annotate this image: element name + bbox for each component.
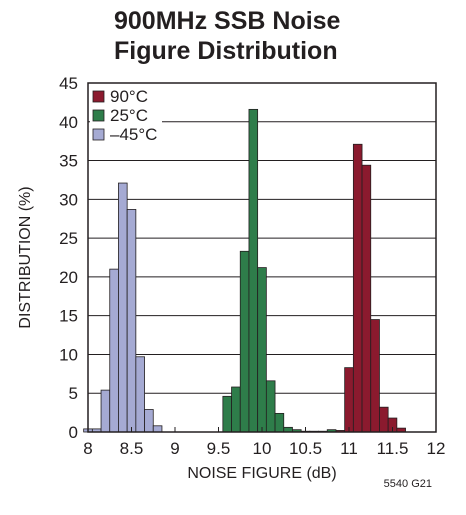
x-tick-label: 9.5 <box>207 439 231 458</box>
x-tick-label: 12 <box>427 439 446 458</box>
bar-series-0 <box>370 319 380 433</box>
bar-series-1 <box>231 386 241 433</box>
bar-series-2 <box>118 182 128 433</box>
x-tick-label: 8.5 <box>120 439 144 458</box>
bar-series-2 <box>126 209 137 433</box>
chart-title: 900MHz SSB Noise Figure Distribution <box>114 6 340 66</box>
x-tick-label: 10.5 <box>289 439 322 458</box>
bar-series-1 <box>248 108 259 433</box>
x-tick-label: 11.5 <box>377 439 409 458</box>
bar-series-1 <box>274 412 285 433</box>
y-tick-label: 10 <box>59 345 78 364</box>
legend-label-2: –45°C <box>110 125 157 144</box>
legend-label-0: 90°C <box>110 87 148 106</box>
y-tick-label: 30 <box>59 190 78 209</box>
figure-id: 5540 G21 <box>383 478 432 490</box>
y-tick-label: 45 <box>59 74 78 93</box>
legend-swatch-0 <box>92 90 105 103</box>
legend-swatch-1 <box>92 109 105 122</box>
bar-series-2 <box>109 268 119 433</box>
bar-series-0 <box>361 164 372 433</box>
bar-series-0 <box>352 143 363 433</box>
y-tick-label: 35 <box>59 152 78 171</box>
y-tick-label: 20 <box>59 268 78 287</box>
x-axis-label: NOISE FIGURE (dB) <box>187 465 336 482</box>
bar-series-2 <box>100 389 111 433</box>
chart-title-line-1: 900MHz SSB Noise <box>114 7 341 35</box>
x-tick-label: 10 <box>253 439 272 458</box>
chart-title-line-2: Figure Distribution <box>114 37 338 65</box>
bar-series-2 <box>135 356 145 433</box>
y-tick-label: 40 <box>59 113 78 132</box>
legend-swatch-2 <box>92 128 105 141</box>
y-tick-label: 15 <box>59 307 78 326</box>
x-tick-label: 8 <box>83 439 92 458</box>
x-tick-label: 11 <box>340 439 358 458</box>
bar-series-1 <box>265 380 276 433</box>
y-axis-label: DISTRIBUTION (%) <box>17 186 34 328</box>
y-tick-label: 5 <box>69 384 78 403</box>
legend-label-1: 25°C <box>110 106 148 125</box>
y-tick-label: 0 <box>69 423 78 442</box>
bar-series-1 <box>239 250 250 433</box>
bar-series-1 <box>257 267 267 433</box>
bar-series-0 <box>344 367 354 433</box>
y-tick-label: 25 <box>59 229 78 248</box>
bar-series-2 <box>152 425 163 433</box>
bar-series-2 <box>144 409 154 433</box>
bar-series-1 <box>222 395 232 433</box>
bar-series-0 <box>379 406 389 433</box>
x-tick-label: 9 <box>170 439 179 458</box>
